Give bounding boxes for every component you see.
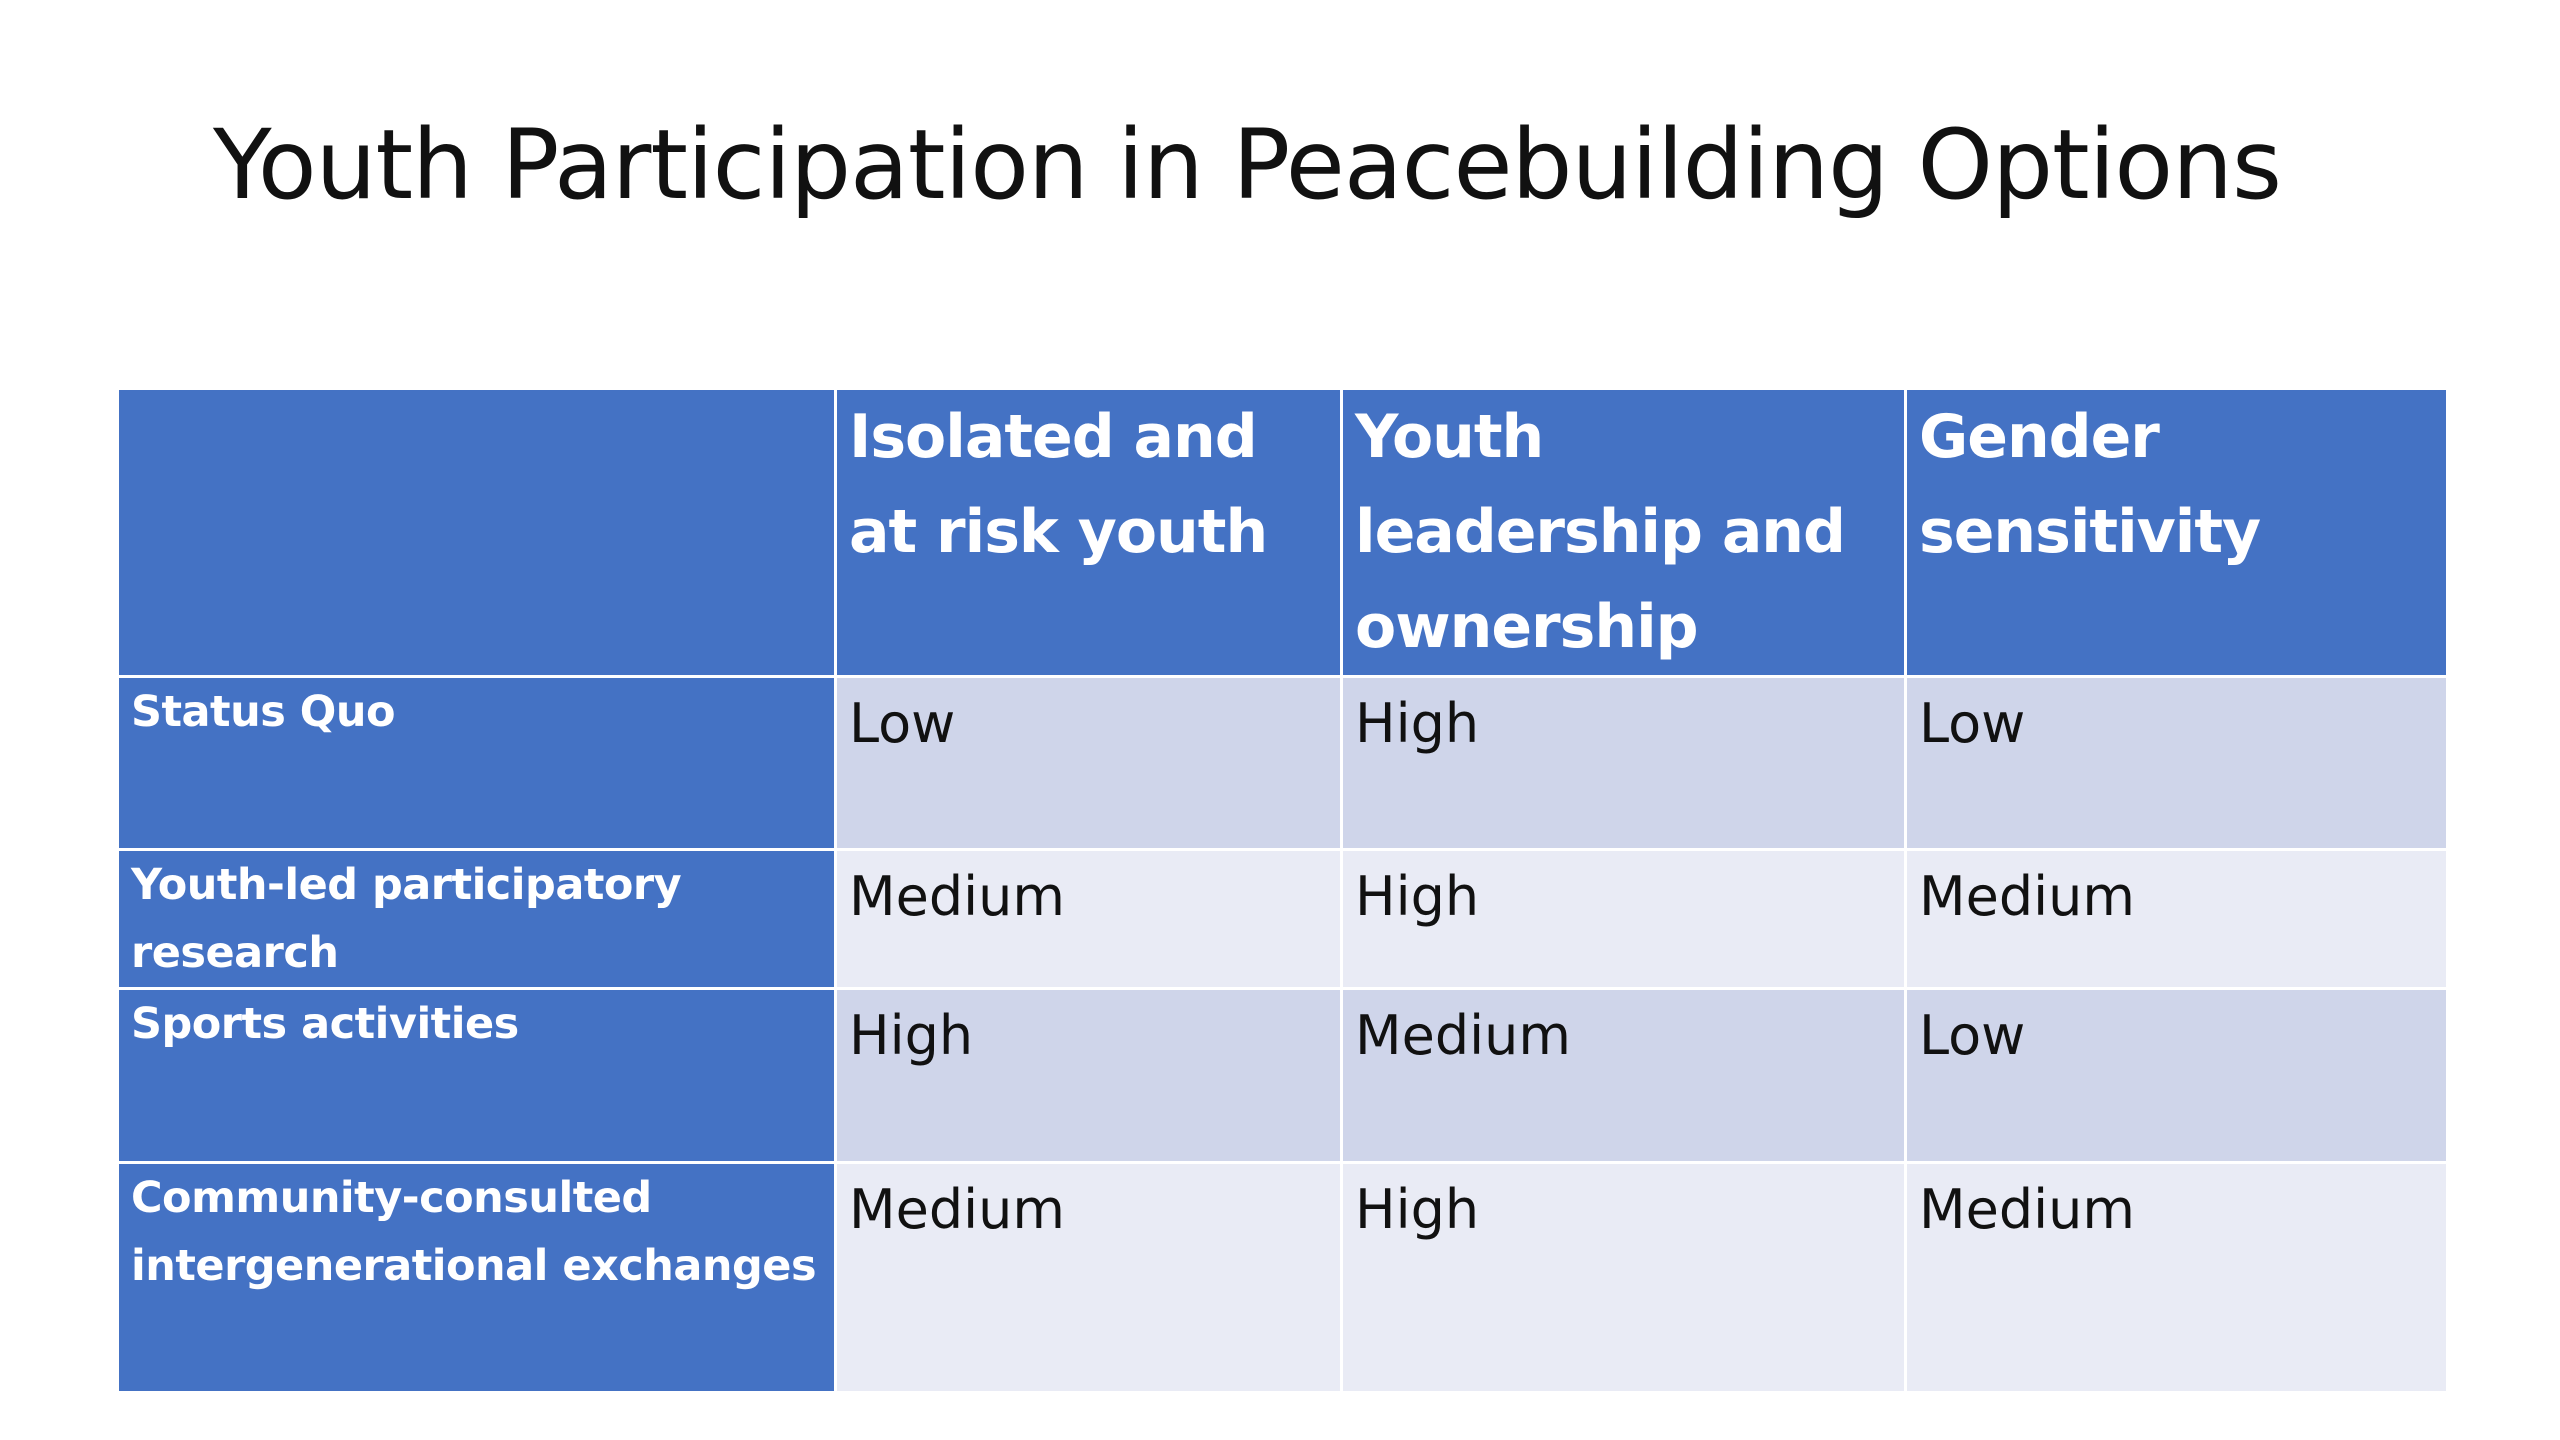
table-cell: Medium [834,1161,1343,1394]
row-header-status-quo: Status Quo [116,675,837,851]
column-header-isolated-youth: Isolated and at risk youth [834,387,1343,678]
table-cell: Low [1904,987,2449,1164]
table-row: Community-consulted intergenerational ex… [116,1161,2449,1394]
row-header-intergenerational-exchanges: Community-consulted intergenerational ex… [116,1161,837,1394]
row-header-label: Youth-led participatory research [131,860,682,978]
column-header-youth-leadership: Youth leadership and ownership [1340,387,1907,678]
row-header-label: Community-consulted intergenerational ex… [131,1173,817,1291]
table-cell: Medium [1904,1161,2449,1394]
table-cell: High [834,987,1343,1164]
table-cell: Low [1904,675,2449,851]
column-header-label: Gender sensitivity [1919,402,2261,567]
column-header-label: Isolated and at risk youth [849,402,1268,567]
column-header-label: Youth leadership and ownership [1355,402,1846,662]
column-header-gender-sensitivity: Gender sensitivity [1904,387,2449,678]
table-row: Sports activities High Medium Low [116,987,2449,1164]
table-cell: High [1340,848,1907,990]
slide-title: Youth Participation in Peacebuilding Opt… [213,109,2282,221]
table-cell: High [1340,675,1907,851]
table-cell: Medium [1904,848,2449,990]
options-table: Isolated and at risk youth Youth leaders… [116,387,2449,1394]
table-row: Youth-led participatory research Medium … [116,848,2449,990]
row-header-label: Status Quo [131,687,395,737]
corner-cell [116,387,837,678]
table-header-row: Isolated and at risk youth Youth leaders… [116,387,2449,678]
row-header-label: Sports activities [131,999,519,1049]
row-header-sports-activities: Sports activities [116,987,837,1164]
row-header-youth-led-research: Youth-led participatory research [116,848,837,990]
table-cell: Low [834,675,1343,851]
table-row: Status Quo Low High Low [116,675,2449,851]
table-cell: Medium [834,848,1343,990]
table-cell: Medium [1340,987,1907,1164]
table-cell: High [1340,1161,1907,1394]
